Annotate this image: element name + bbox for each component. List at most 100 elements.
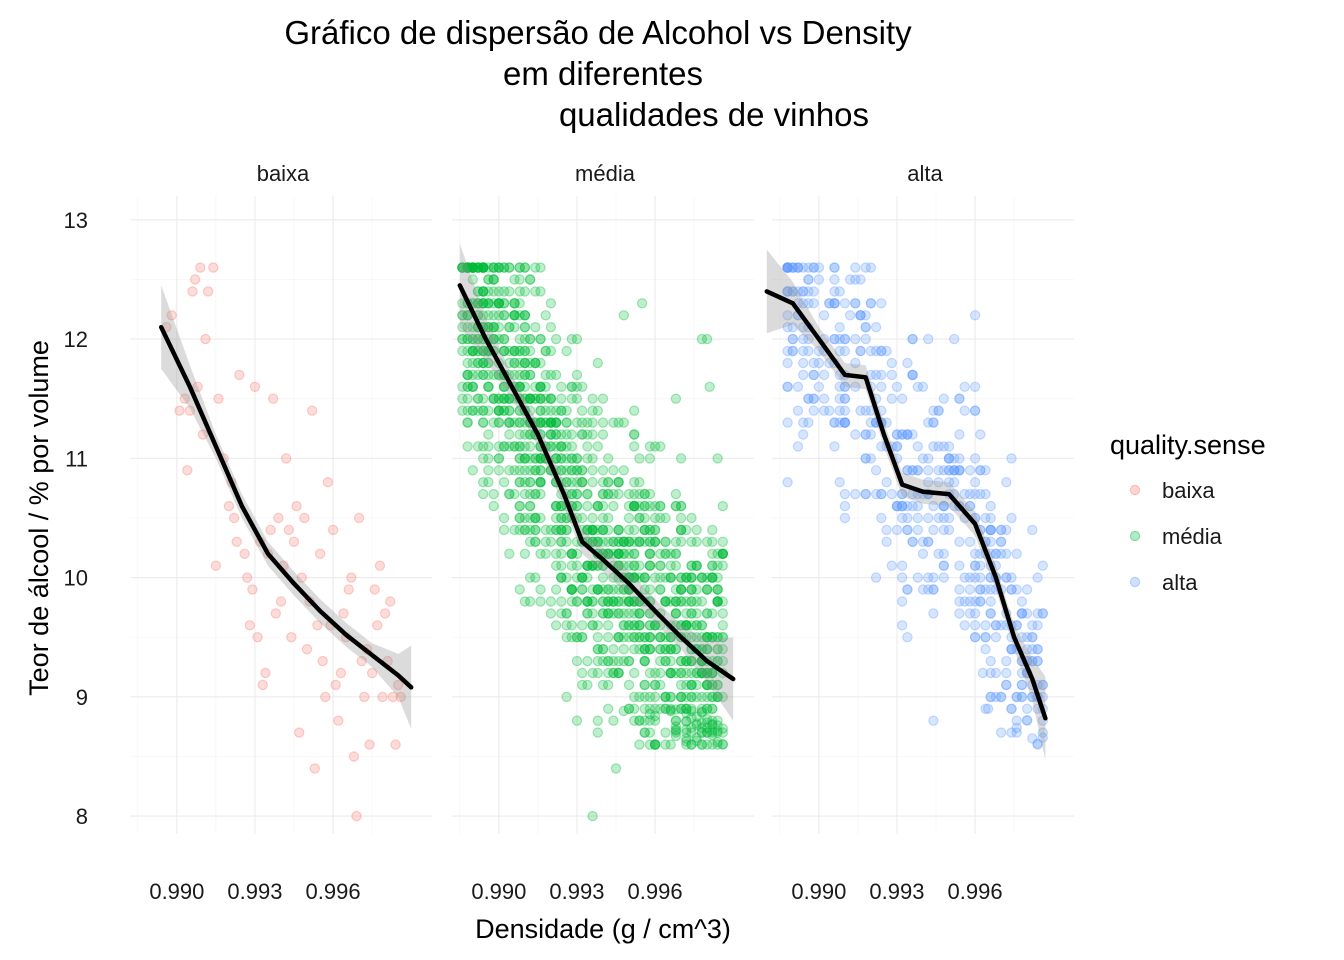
data-point xyxy=(696,596,708,607)
data-point xyxy=(478,393,489,404)
data-point xyxy=(623,524,635,536)
data-point xyxy=(707,536,718,548)
data-point xyxy=(577,405,588,416)
data-point xyxy=(975,596,986,607)
data-point xyxy=(457,393,468,404)
data-point xyxy=(592,536,604,548)
data-point xyxy=(493,286,505,297)
data-point xyxy=(603,477,614,488)
data-point xyxy=(498,381,510,392)
data-point xyxy=(514,465,525,476)
data-point xyxy=(457,262,468,273)
data-point xyxy=(498,310,510,321)
data-point xyxy=(691,560,702,571)
data-point xyxy=(696,667,708,679)
data-point xyxy=(701,727,713,738)
data-point xyxy=(275,596,287,607)
data-point xyxy=(556,596,567,607)
data-point xyxy=(603,453,614,464)
data-point xyxy=(509,345,520,357)
data-point xyxy=(686,655,697,667)
data-point xyxy=(959,620,970,631)
data-point xyxy=(782,262,793,273)
data-point xyxy=(472,357,484,369)
data-point xyxy=(613,536,624,548)
data-point xyxy=(712,691,723,703)
data-point xyxy=(478,262,489,273)
data-point xyxy=(268,393,279,404)
data-point xyxy=(566,488,578,500)
data-point xyxy=(556,381,567,392)
data-point xyxy=(686,584,697,595)
data-point xyxy=(483,274,494,285)
data-point xyxy=(629,596,640,607)
data-point xyxy=(556,441,567,452)
data-point xyxy=(618,584,630,595)
data-point xyxy=(535,477,546,488)
data-point xyxy=(566,381,578,392)
data-point xyxy=(231,536,242,548)
data-point xyxy=(545,393,557,404)
data-point xyxy=(897,500,908,512)
data-point xyxy=(597,393,609,404)
data-point xyxy=(478,310,489,321)
data-point xyxy=(803,333,814,345)
data-point xyxy=(712,644,723,655)
data-point xyxy=(603,584,614,595)
data-point xyxy=(577,512,588,524)
data-point xyxy=(618,417,630,428)
data-point xyxy=(550,453,562,464)
data-point xyxy=(686,620,697,631)
data-point xyxy=(717,644,729,655)
data-point xyxy=(608,536,619,548)
data-point xyxy=(696,706,708,717)
data-point xyxy=(670,536,682,548)
data-point xyxy=(701,536,713,548)
data-point xyxy=(798,286,809,297)
data-point xyxy=(561,632,572,643)
data-point xyxy=(550,548,562,560)
data-point xyxy=(597,488,609,500)
data-point xyxy=(907,369,918,381)
data-point xyxy=(540,548,551,560)
data-point xyxy=(1027,620,1038,631)
data-point xyxy=(509,310,520,321)
facet-strip-label: alta xyxy=(907,161,943,186)
data-point xyxy=(504,465,515,476)
data-point xyxy=(660,727,671,738)
data-point xyxy=(535,453,546,464)
data-point xyxy=(608,488,619,500)
data-point xyxy=(949,465,960,476)
data-point xyxy=(535,417,546,428)
data-point xyxy=(636,298,648,309)
data-point xyxy=(717,723,729,734)
data-point xyxy=(613,524,624,536)
data-point xyxy=(943,441,955,452)
data-point xyxy=(712,584,723,595)
data-point xyxy=(587,608,598,619)
data-point xyxy=(660,703,671,715)
data-point xyxy=(902,429,913,440)
data-point xyxy=(1001,548,1012,560)
data-point xyxy=(535,393,546,404)
data-point xyxy=(535,477,546,488)
data-point xyxy=(582,500,593,512)
data-point xyxy=(634,715,645,726)
data-point xyxy=(686,596,697,607)
data-point xyxy=(623,703,635,715)
data-point xyxy=(613,667,624,679)
y-tick-label: 13 xyxy=(64,208,88,233)
data-point xyxy=(514,477,525,488)
data-point xyxy=(613,417,624,428)
data-point xyxy=(545,405,557,416)
data-point xyxy=(969,560,981,571)
data-point xyxy=(639,655,650,667)
data-point xyxy=(571,465,583,476)
data-point xyxy=(850,274,861,285)
data-point xyxy=(338,608,349,619)
data-point xyxy=(613,632,624,643)
data-point xyxy=(1027,632,1038,643)
data-point xyxy=(504,393,515,404)
data-point xyxy=(639,655,650,667)
data-point xyxy=(488,262,499,273)
